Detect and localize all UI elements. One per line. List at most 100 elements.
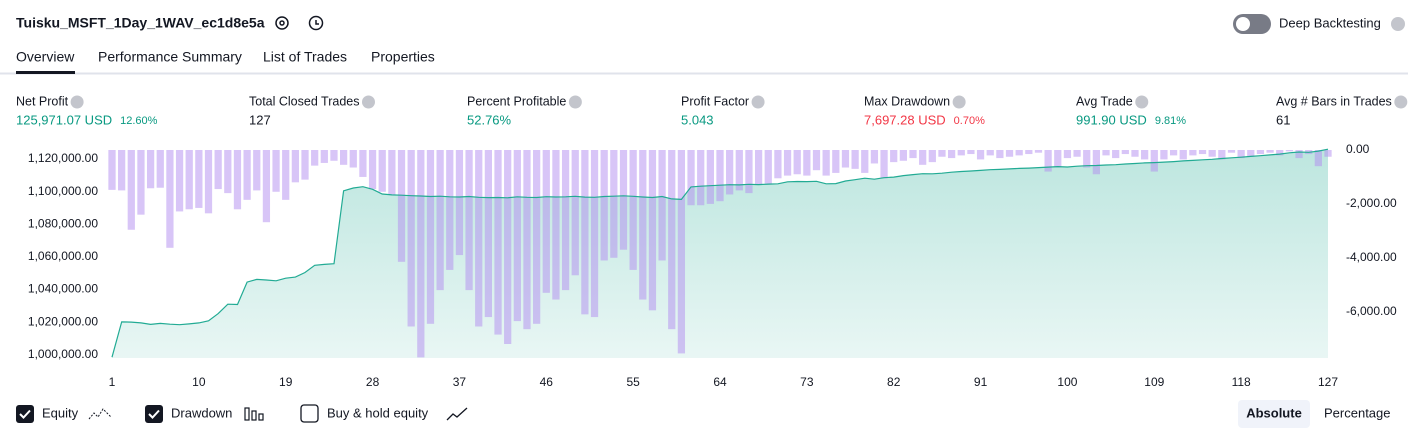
scale-button[interactable]: Absolute [1246,405,1302,420]
checkbox-equity[interactable] [16,405,34,423]
drawdown-bar [340,150,348,165]
info-icon[interactable] [1135,95,1149,109]
metric-label: Total Closed Trades [249,94,359,108]
checkbox [16,405,34,423]
info-icon[interactable] [751,95,765,109]
drawdown-bar [127,150,135,230]
drawdown-bar [494,150,502,335]
drawdown-bar [108,150,116,190]
x-tick-label: 46 [540,375,554,389]
deep-backtesting-toggle[interactable] [1233,14,1271,34]
y-tick-label: 1,100,000.00 [28,184,98,198]
metric-label: Avg Trade [1076,94,1133,108]
y-tick-label: 1,000,000.00 [28,347,98,361]
icon-bar [244,407,250,421]
drawdown-bar [1150,150,1158,172]
drawdown-bar [610,150,618,258]
drawdown-bar [185,150,193,210]
settings-icon[interactable] [275,16,289,30]
drawdown-bar [137,150,145,215]
metric-label: Profit Factor [681,94,749,108]
drawdown-bar [909,150,917,159]
x-tick-label: 37 [453,375,467,389]
y2-tick-label: -2,000.00 [1346,196,1397,210]
drawdown-bar [291,150,299,183]
alert-icon[interactable] [308,15,324,31]
drawdown-bar [301,150,309,180]
info-icon[interactable] [70,95,84,109]
x-tick-label: 28 [366,375,380,389]
drawdown-bar [1198,150,1207,155]
metric-value: 61 [1276,112,1290,127]
drawdown-bar [1247,150,1255,157]
drawdown-bar [1295,150,1303,159]
metric-label: Max Drawdown [864,94,950,108]
equity-icon [88,408,112,420]
drawdown-bar [870,150,879,164]
help-icon[interactable] [1391,17,1405,31]
active-scale-button[interactable] [1238,400,1310,428]
drawdown-bar [648,150,657,311]
drawdown-bar [311,150,319,166]
info-icon[interactable] [952,95,966,109]
info-icon[interactable] [361,95,375,109]
tab[interactable]: Performance Summary [98,49,242,65]
drawdown-bar [542,150,550,293]
drawdown-bar [571,150,579,276]
y2-tick-label: -6,000.00 [1346,304,1397,318]
y2-tick-label: -4,000.00 [1346,250,1397,264]
drawdown-bar [687,150,695,206]
drawdown-bar [533,150,541,324]
drawdown-bar [976,150,985,160]
drawdown-bar [793,150,801,175]
drawdown-bar [436,150,444,291]
drawdown-bar [552,150,560,300]
checkbox-drawdown[interactable] [145,405,163,423]
drawdown-bar [484,150,492,318]
tab[interactable]: List of Trades [263,49,347,65]
metric-value: 52.76% [467,112,512,127]
drawdown-bar [986,150,994,156]
x-tick-label: 127 [1318,375,1338,389]
info-icon[interactable] [1394,95,1408,109]
drawdown-bar [1044,150,1052,172]
x-tick-label: 10 [192,375,206,389]
drawdown-bar [619,150,628,250]
info-icon[interactable] [568,95,582,109]
drawdown-bar [1237,150,1245,159]
drawdown-bar [1112,150,1120,159]
legend-equity: Equity [42,405,79,420]
drawdown-bar [465,150,473,291]
x-tick-label: 19 [279,375,293,389]
x-tick-label: 55 [626,375,640,389]
drawdown-bar [320,150,328,163]
scale-button[interactable]: Percentage [1324,405,1391,420]
equity-line [111,148,1329,358]
tab[interactable]: Overview [16,49,75,65]
y-tick-label: 1,120,000.00 [28,151,98,165]
clock-hand [315,20,319,25]
drawdown-bar [639,150,647,300]
drawdown-bar [996,150,1004,159]
tab[interactable]: Properties [371,49,435,65]
drawdown-bar [1025,150,1033,155]
drawdown-bar [600,150,608,261]
drawdown-bar [166,150,174,248]
drawdown-bar [1015,150,1023,156]
checkbox-buy-hold[interactable] [300,404,319,423]
drawdown-bar [214,150,222,190]
drawdown-bar [175,150,184,212]
drawdown-bar [378,150,386,192]
drawdown-bar [764,150,772,184]
drawdown-bar [774,150,782,179]
drawdown-bar [446,150,454,270]
drawdown-bar [1083,150,1091,168]
drawdown-icon [244,407,264,421]
drawdown-bar [658,150,666,261]
x-tick-label: 73 [800,375,814,389]
drawdown-bar [706,150,714,204]
check [148,409,160,419]
drawdown-bar [330,150,338,161]
drawdown-bar [1314,150,1322,167]
drawdown-bar [938,150,946,157]
